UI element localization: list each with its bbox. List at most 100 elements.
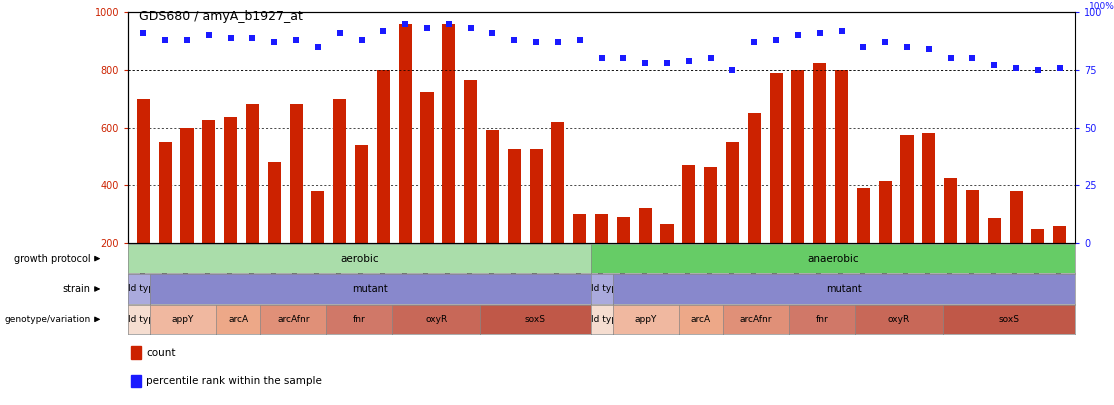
Text: GDS680 / amyA_b1927_at: GDS680 / amyA_b1927_at bbox=[139, 10, 303, 23]
Point bbox=[287, 36, 305, 43]
Point bbox=[331, 30, 349, 36]
Bar bbox=[836, 70, 848, 301]
Bar bbox=[333, 99, 346, 301]
Point bbox=[527, 39, 545, 45]
Text: count: count bbox=[147, 347, 176, 358]
Bar bbox=[704, 166, 717, 301]
Point bbox=[309, 44, 326, 50]
Point bbox=[854, 44, 872, 50]
Point bbox=[768, 36, 785, 43]
Point bbox=[156, 36, 174, 43]
Point bbox=[986, 62, 1004, 68]
Point bbox=[811, 30, 829, 36]
Bar bbox=[638, 208, 652, 301]
Text: mutant: mutant bbox=[352, 284, 388, 294]
Bar bbox=[813, 63, 827, 301]
Text: soxS: soxS bbox=[998, 315, 1019, 324]
Bar bbox=[682, 165, 695, 301]
Point bbox=[724, 67, 742, 73]
Text: anaerobic: anaerobic bbox=[807, 254, 859, 264]
Text: strain: strain bbox=[62, 284, 90, 294]
Point bbox=[1051, 64, 1068, 71]
Bar bbox=[595, 214, 608, 301]
Bar bbox=[747, 113, 761, 301]
Point bbox=[636, 60, 654, 66]
Point bbox=[615, 55, 633, 62]
Bar bbox=[399, 24, 412, 301]
Bar bbox=[246, 104, 260, 301]
Bar bbox=[290, 104, 303, 301]
Text: arcAfnr: arcAfnr bbox=[740, 315, 772, 324]
Bar bbox=[574, 214, 586, 301]
Point bbox=[461, 25, 479, 32]
Bar bbox=[529, 149, 543, 301]
Text: oxyR: oxyR bbox=[426, 315, 448, 324]
Point bbox=[898, 44, 916, 50]
Point bbox=[135, 30, 153, 36]
Point bbox=[680, 58, 697, 64]
Point bbox=[374, 28, 392, 34]
Bar bbox=[966, 190, 979, 301]
Text: genotype/variation: genotype/variation bbox=[4, 315, 90, 324]
Text: wild type: wild type bbox=[580, 315, 623, 324]
Text: wild type: wild type bbox=[118, 284, 160, 294]
Bar bbox=[180, 128, 194, 301]
Text: percentile rank within the sample: percentile rank within the sample bbox=[147, 376, 322, 386]
Point bbox=[593, 55, 610, 62]
Bar bbox=[312, 191, 324, 301]
Point bbox=[178, 36, 196, 43]
Text: 100%: 100% bbox=[1089, 2, 1114, 11]
Point bbox=[440, 21, 458, 27]
Point bbox=[1029, 67, 1047, 73]
Point bbox=[877, 39, 895, 45]
Bar bbox=[224, 117, 237, 301]
Bar bbox=[900, 135, 913, 301]
Point bbox=[745, 39, 763, 45]
Text: appY: appY bbox=[172, 315, 194, 324]
Bar bbox=[617, 217, 629, 301]
Point bbox=[244, 34, 262, 41]
Bar bbox=[922, 133, 936, 301]
Bar bbox=[1009, 191, 1023, 301]
Text: oxyR: oxyR bbox=[888, 315, 910, 324]
Point bbox=[549, 39, 567, 45]
Point bbox=[1007, 64, 1025, 71]
Point bbox=[199, 32, 217, 38]
Text: wild type: wild type bbox=[118, 315, 160, 324]
Point bbox=[506, 36, 524, 43]
Bar bbox=[131, 375, 141, 387]
Point bbox=[658, 60, 676, 66]
Point bbox=[265, 39, 283, 45]
Bar bbox=[879, 181, 891, 301]
Point bbox=[222, 34, 240, 41]
Text: fnr: fnr bbox=[815, 315, 828, 324]
Point bbox=[789, 32, 807, 38]
Point bbox=[353, 36, 371, 43]
Bar bbox=[944, 178, 957, 301]
Text: aerobic: aerobic bbox=[340, 254, 379, 264]
Text: mutant: mutant bbox=[825, 284, 861, 294]
Text: soxS: soxS bbox=[525, 315, 546, 324]
Bar bbox=[988, 218, 1000, 301]
Point bbox=[570, 36, 588, 43]
Text: arcA: arcA bbox=[691, 315, 711, 324]
Point bbox=[941, 55, 959, 62]
Point bbox=[920, 46, 938, 52]
Text: growth protocol: growth protocol bbox=[14, 254, 90, 264]
Point bbox=[397, 21, 414, 27]
Bar bbox=[355, 145, 368, 301]
Point bbox=[483, 30, 501, 36]
Bar bbox=[1032, 228, 1045, 301]
Bar bbox=[377, 70, 390, 301]
Bar bbox=[791, 70, 804, 301]
Bar bbox=[137, 99, 150, 301]
Bar bbox=[465, 80, 477, 301]
Bar bbox=[726, 142, 739, 301]
Bar bbox=[1053, 226, 1066, 301]
Bar bbox=[770, 73, 783, 301]
Point bbox=[964, 55, 981, 62]
Point bbox=[702, 55, 720, 62]
Point bbox=[418, 25, 436, 32]
Text: appY: appY bbox=[634, 315, 657, 324]
Bar bbox=[442, 24, 456, 301]
